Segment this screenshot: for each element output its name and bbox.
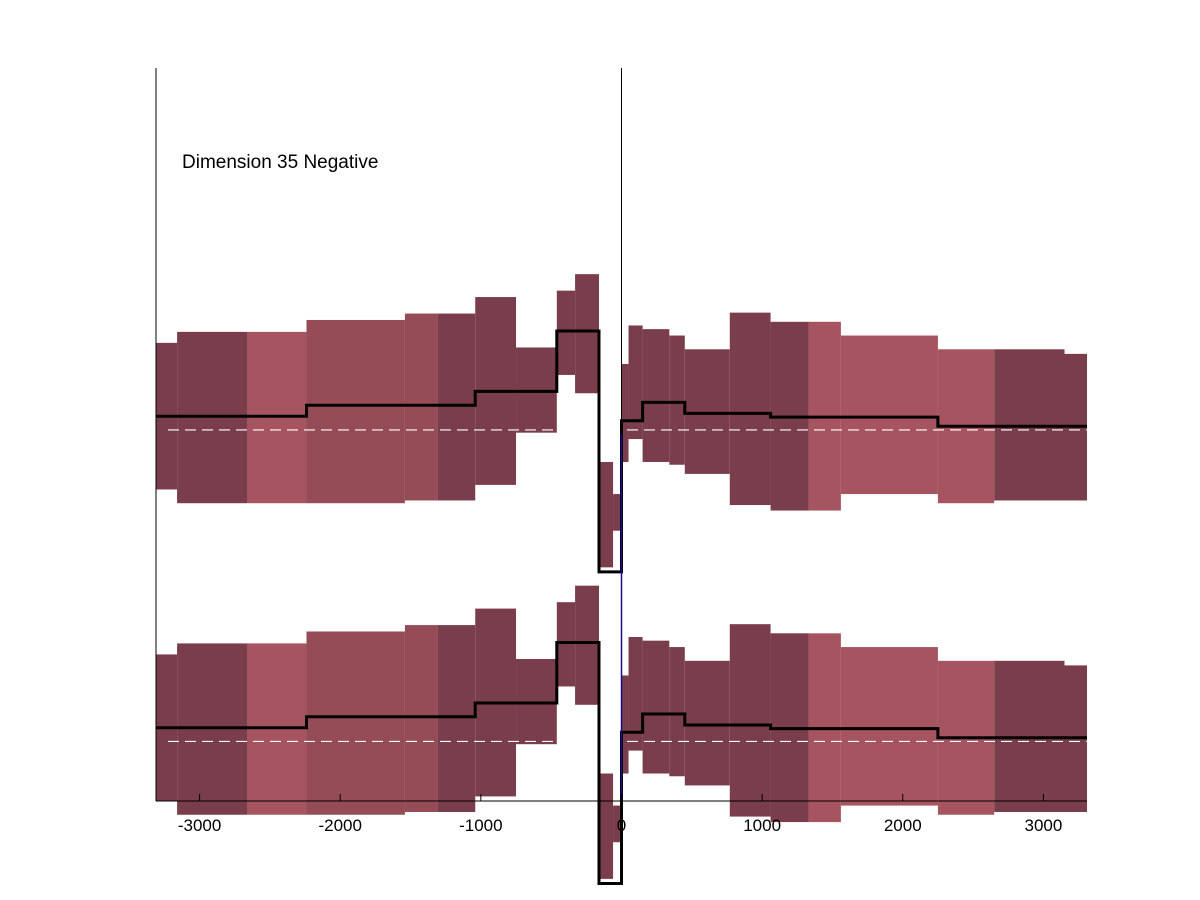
- band-upper-10: [598, 461, 614, 568]
- x-tick-label: 0: [617, 816, 626, 835]
- x-tick-label: -1000: [459, 816, 502, 835]
- band-lower-12: [621, 675, 629, 774]
- band-lower-14: [642, 640, 670, 774]
- band-upper-20: [840, 335, 938, 495]
- axes: -3000 -2000 -1000 0 1000 2000 3000: [155, 68, 1087, 835]
- band-lower-11: [613, 805, 622, 843]
- band-lower-4: [404, 625, 438, 812]
- x-tick-label: 3000: [1024, 816, 1062, 835]
- band-upper-16: [684, 349, 730, 474]
- band-lower-5: [437, 625, 476, 812]
- band-lower-10: [598, 773, 614, 879]
- band-upper-11: [613, 494, 622, 531]
- mean-line-lower: [156, 641, 1087, 885]
- band-lower-20: [840, 647, 938, 806]
- band-upper-13: [628, 325, 643, 440]
- x-tick-label: -2000: [318, 816, 361, 835]
- band-upper-12: [621, 363, 629, 462]
- band-lower-3: [306, 631, 405, 815]
- chart-title: Dimension 35 Negative: [182, 152, 378, 173]
- band-lower-13: [628, 636, 643, 751]
- x-tick-label: -3000: [178, 816, 221, 835]
- band-lower-8: [556, 602, 576, 687]
- x-tick-label: 2000: [884, 816, 922, 835]
- band-lower-17: [729, 624, 771, 817]
- band-upper-14: [642, 329, 670, 462]
- band-lower-16: [684, 660, 730, 786]
- band-upper-17: [729, 312, 771, 506]
- band-lower-9: [575, 585, 599, 705]
- band-upper-15: [669, 335, 685, 465]
- band-upper-8: [556, 290, 576, 375]
- band-upper-3: [306, 319, 405, 504]
- band-upper-5: [437, 313, 476, 501]
- x-tick-label: 1000: [743, 816, 781, 835]
- baselines: [168, 429, 1087, 743]
- band-upper-4: [404, 313, 438, 501]
- band-upper-9: [575, 274, 599, 394]
- band-lower-15: [669, 647, 685, 777]
